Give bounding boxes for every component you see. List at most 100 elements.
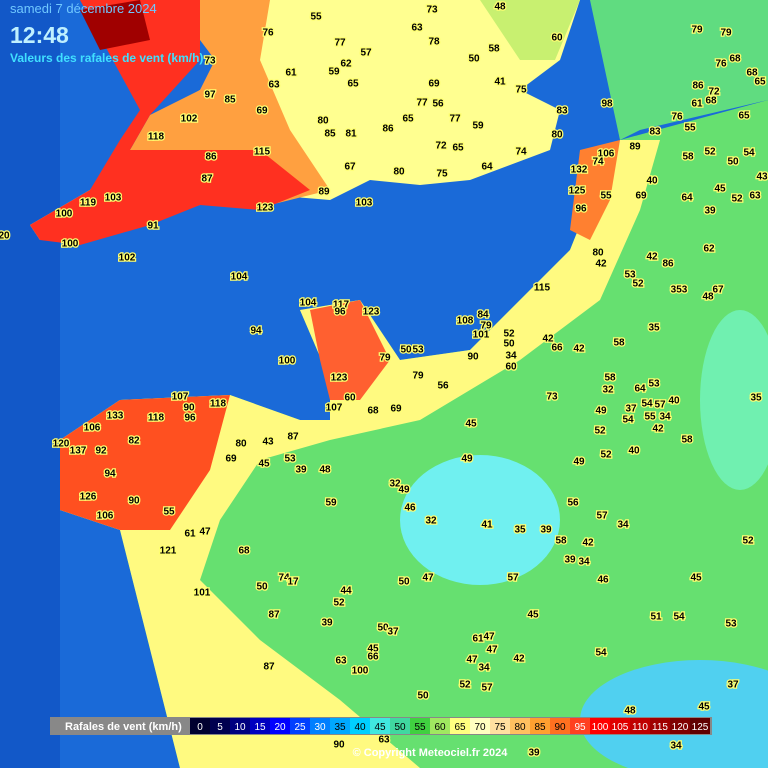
station-value: 46 [404,503,416,514]
station-value: 50 [727,157,739,168]
station-value: 86 [205,152,217,163]
station-value: 80 [592,248,604,259]
legend-swatch [590,718,610,734]
station-value: 53 [648,379,660,390]
boulogne-orange [570,140,620,240]
station-value: 54 [673,612,685,623]
station-value: 89 [318,187,330,198]
station-value: 42 [652,424,664,435]
station-value: 123 [363,307,380,318]
date: samedi 7 décembre 2024 [10,1,157,16]
station-value: 58 [555,536,567,547]
station-value: 42 [573,344,585,355]
station-value: 115 [534,283,551,294]
station-value: 63 [378,735,390,746]
station-value: 52 [503,329,515,340]
station-value: 59 [325,498,337,509]
station-value: 73 [204,56,216,67]
station-value: 137 [70,446,87,457]
station-value: 47 [486,645,498,656]
station-value: 62 [703,244,715,255]
station-value: 55 [163,507,175,518]
legend-label: 70 [474,722,486,733]
station-value: 123 [331,373,348,384]
legend-swatch [630,718,650,734]
station-value: 118 [148,132,165,143]
station-value: 47 [466,655,478,666]
legend-label: 0 [197,722,203,733]
station-value: 37 [625,404,637,415]
legend-swatch [250,718,270,734]
station-value: 68 [746,68,758,79]
station-value: 57 [481,683,493,694]
station-value: 60 [505,362,517,373]
station-value: 52 [704,147,716,158]
station-value: 39 [540,525,552,536]
station-value: 55 [600,191,612,202]
station-value: 90 [467,352,479,363]
legend-label: 20 [274,722,286,733]
station-value: 117 [333,300,350,311]
legend-label: 45 [374,722,386,733]
station-value: 50 [377,623,389,634]
legend-swatch [430,718,450,734]
legend-label: 55 [414,722,426,733]
station-value: 65 [402,114,414,125]
legend-swatch [370,718,390,734]
station-value: 87 [287,432,299,443]
station-value: 50 [468,54,480,65]
station-value: 58 [604,373,616,384]
station-value: 72 [708,87,720,98]
coast-yellow [60,140,660,768]
station-value: 68 [238,546,250,557]
station-value: 39 [295,465,307,476]
station-value: 353 [671,285,688,296]
station-value: 58 [488,44,500,55]
legend-swatch [210,718,230,734]
station-value: 48 [624,706,636,717]
station-value: 43 [262,437,274,448]
station-value: 45 [258,459,270,470]
station-value: 40 [668,396,680,407]
station-value: 54 [595,648,607,659]
station-value: 132 [571,165,588,176]
station-value: 65 [738,111,750,122]
station-value: 40 [646,176,658,187]
station-value: 42 [513,654,525,665]
station-value: 45 [527,610,539,621]
station-value: 43 [756,172,768,183]
station-value: 60 [551,33,563,44]
station-value: 40 [628,446,640,457]
station-value: 34 [578,557,590,568]
station-value: 54 [622,415,634,426]
station-value: 76 [715,59,727,70]
station-value: 59 [472,121,484,132]
station-value: 120 [53,439,70,450]
station-value: 83 [649,127,661,138]
station-value: 45 [698,702,710,713]
station-value: 39 [528,748,540,759]
legend-swatch [650,718,670,734]
station-value: 42 [646,252,658,263]
legend-label: 25 [294,722,306,733]
station-value: 61 [285,68,297,79]
station-value: 69 [256,106,268,117]
station-value: 64 [481,162,493,173]
station-value: 86 [382,124,394,135]
station-value: 34 [505,351,517,362]
station-value: 103 [356,198,373,209]
station-value: 86 [662,259,674,270]
benelux [590,0,768,140]
legend-swatch [310,718,330,734]
station-value: 108 [457,316,474,327]
station-value: 48 [702,292,714,303]
legend-swatch [410,718,430,734]
station-value: 63 [749,191,761,202]
station-value: 54 [641,399,653,410]
station-value: 57 [596,511,608,522]
station-value: 34 [617,520,629,531]
station-value: 80 [235,439,247,450]
station-value: 34 [478,663,490,674]
station-value: 65 [347,79,359,90]
station-value: 96 [184,413,196,424]
